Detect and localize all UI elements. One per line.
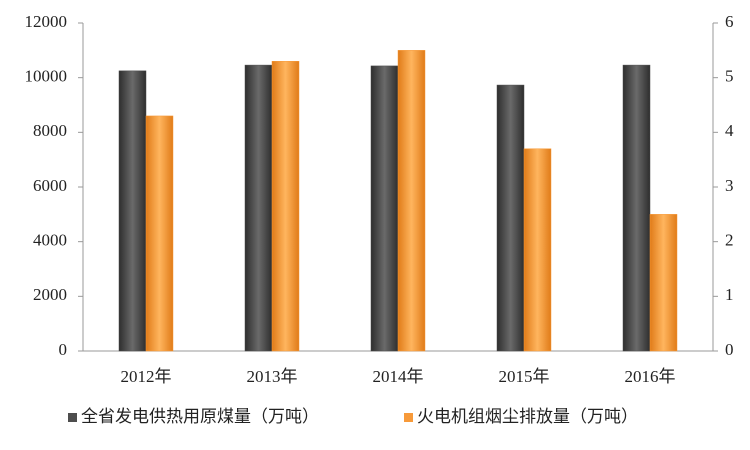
bar <box>649 214 678 352</box>
bar <box>523 148 552 352</box>
bar <box>244 64 273 352</box>
y-tick-label: 10000 <box>25 67 68 86</box>
y-tick-label: 12000 <box>25 12 68 31</box>
legend-swatch <box>404 413 413 422</box>
bar <box>397 50 426 352</box>
x-tick-label: 2016年 <box>625 367 676 386</box>
y2-tick-label: 5 <box>725 67 734 86</box>
y2-tick-label: 2 <box>725 231 734 250</box>
bar <box>370 65 399 352</box>
y2-tick-label: 1 <box>725 285 734 304</box>
legend-swatch <box>68 413 77 422</box>
bar <box>145 115 174 352</box>
y-tick-label: 4000 <box>33 231 67 250</box>
y2-tick-label: 4 <box>725 121 734 140</box>
bar <box>496 84 525 352</box>
bar <box>622 64 651 352</box>
x-tick-label: 2015年 <box>499 367 550 386</box>
y2-tick-label: 0 <box>725 340 734 359</box>
x-tick-label: 2012年 <box>121 367 172 386</box>
bar <box>118 70 147 352</box>
y2-tick-label: 6 <box>725 12 734 31</box>
y-tick-label: 0 <box>59 340 68 359</box>
x-tick-label: 2014年 <box>373 367 424 386</box>
bar <box>271 61 300 352</box>
legend-label: 火电机组烟尘排放量（万吨） <box>417 407 638 426</box>
y-tick-label: 8000 <box>33 121 67 140</box>
y-tick-label: 6000 <box>33 176 67 195</box>
x-tick-label: 2013年 <box>247 367 298 386</box>
legend-label: 全省发电供热用原煤量（万吨） <box>81 407 319 426</box>
y-tick-label: 2000 <box>33 285 67 304</box>
y2-tick-label: 3 <box>725 176 734 195</box>
